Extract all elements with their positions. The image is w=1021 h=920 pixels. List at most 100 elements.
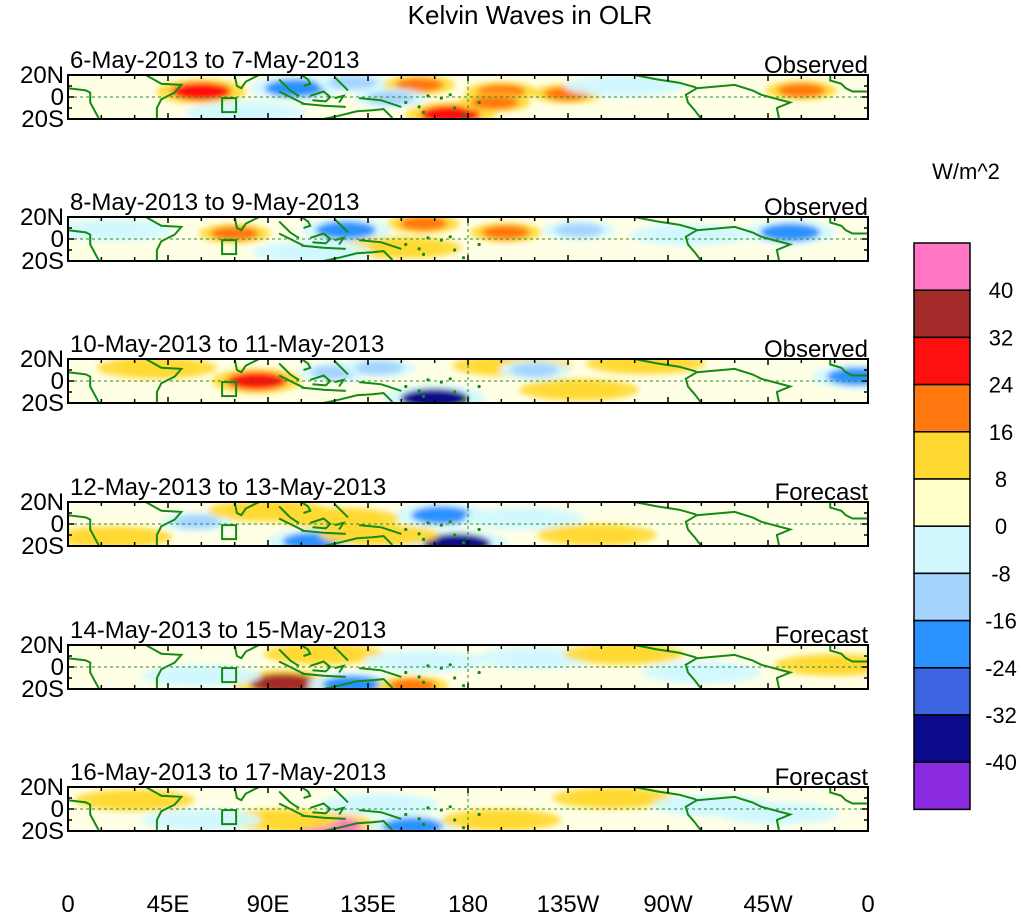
olr-anomaly — [556, 527, 637, 543]
colorbar-swatch — [913, 714, 971, 763]
panel-status: Observed — [764, 194, 868, 221]
olr-anomaly — [777, 83, 826, 98]
olr-anomaly — [172, 514, 221, 529]
olr-anomaly — [794, 656, 868, 673]
colorbar-swatch — [913, 478, 971, 527]
box-region-marker — [221, 524, 238, 541]
olr-anomaly — [239, 812, 320, 828]
colorbar-level-label: -32 — [985, 703, 1017, 728]
olr-anomaly — [422, 533, 491, 546]
y-tick-label: 20S — [21, 248, 64, 275]
coastlines — [68, 217, 868, 261]
olr-anomaly — [510, 363, 559, 377]
olr-anomaly — [328, 75, 377, 90]
olr-anomaly — [411, 506, 472, 525]
olr-anomaly — [383, 653, 464, 670]
coastlines — [68, 787, 868, 831]
x-tick-label: 45E — [147, 891, 190, 918]
y-tick-label: 20N — [20, 62, 64, 89]
y-tick-label: 20S — [21, 533, 64, 560]
panel-status: Forecast — [775, 764, 869, 791]
colorbar-level-label: 8 — [995, 467, 1007, 492]
olr-anomaly — [388, 678, 437, 689]
panel-status: Observed — [764, 52, 868, 79]
olr-anomaly — [399, 217, 448, 231]
y-tick-label: 0 — [51, 226, 64, 253]
y-tick-label: 20S — [21, 818, 64, 845]
colorbar-swatch — [913, 383, 971, 433]
panel-status: Forecast — [775, 479, 869, 506]
colorbar-swatch — [913, 431, 971, 480]
colorbar-level-label: 16 — [989, 420, 1013, 445]
y-tick-label: 20S — [21, 390, 64, 417]
colorbar-swatch — [913, 619, 971, 669]
y-tick-label: 20S — [21, 676, 64, 703]
y-tick-label: 0 — [51, 84, 64, 111]
y-tick-label: 20N — [20, 632, 64, 659]
chart-title: Kelvin Waves in OLR — [407, 0, 653, 30]
colorbar-level-label: -24 — [985, 656, 1017, 681]
coastlines — [68, 645, 868, 689]
box-region-marker — [221, 667, 238, 684]
x-tick-label: 135E — [340, 891, 396, 918]
olr-anomaly — [661, 664, 742, 681]
olr-anomaly — [826, 367, 868, 386]
olr-anomaly — [481, 225, 530, 240]
box-region-marker — [221, 809, 238, 826]
olr-anomaly — [283, 645, 364, 662]
colorbar-level-label: -40 — [985, 750, 1017, 775]
y-tick-label: 20N — [20, 346, 64, 373]
y-tick-label: 0 — [51, 654, 64, 681]
panel-date-range: 14-May-2013 to 15-May-2013 — [70, 617, 386, 644]
olr-anomaly — [210, 226, 259, 241]
olr-anomaly — [249, 673, 318, 689]
box-region-marker — [221, 381, 238, 398]
olr-anomaly — [339, 796, 420, 813]
olr-anomaly — [355, 360, 404, 375]
olr-anomaly — [461, 812, 542, 828]
olr-anomaly — [382, 817, 443, 831]
x-tick-label: 90E — [247, 891, 290, 918]
colorbar-swatch — [913, 572, 971, 622]
panel-status: Forecast — [775, 622, 869, 649]
x-tick-label: 135W — [537, 891, 600, 918]
panel-status: Observed — [764, 336, 868, 363]
colorbar-level-label: 0 — [995, 514, 1007, 539]
olr-anomaly — [583, 78, 664, 94]
olr-anomaly — [322, 675, 383, 689]
colorbar-swatch — [913, 289, 971, 339]
colorbar-units: W/m^2 — [932, 159, 1000, 184]
olr-anomaly — [583, 645, 664, 662]
olr-anomaly — [400, 388, 469, 403]
coastlines — [68, 502, 868, 546]
olr-anomaly — [205, 104, 286, 119]
colorbar-swatch — [913, 525, 971, 575]
colorbar-level-label: 32 — [989, 325, 1013, 350]
olr-anomaly — [72, 529, 153, 546]
colorbar-level-label: -8 — [991, 561, 1011, 586]
box-region-marker — [221, 239, 238, 256]
x-tick-label: 90W — [643, 891, 693, 918]
olr-anomaly — [483, 510, 564, 527]
y-tick-label: 20S — [21, 106, 64, 133]
colorbar-level-label: 24 — [989, 373, 1013, 398]
coastlines — [68, 75, 868, 119]
y-tick-label: 0 — [51, 796, 64, 823]
x-tick-label: 180 — [448, 891, 488, 918]
x-tick-label: 45W — [743, 891, 793, 918]
panel-date-range: 6-May-2013 to 7-May-2013 — [70, 47, 359, 74]
olr-anomaly — [470, 95, 519, 110]
panel-date-range: 16-May-2013 to 17-May-2013 — [70, 759, 386, 786]
olr-anomaly — [366, 91, 415, 106]
y-tick-label: 20N — [20, 774, 64, 801]
y-tick-label: 0 — [51, 511, 64, 538]
colorbar-swatch — [913, 761, 971, 811]
x-tick-label: 0 — [61, 891, 74, 918]
